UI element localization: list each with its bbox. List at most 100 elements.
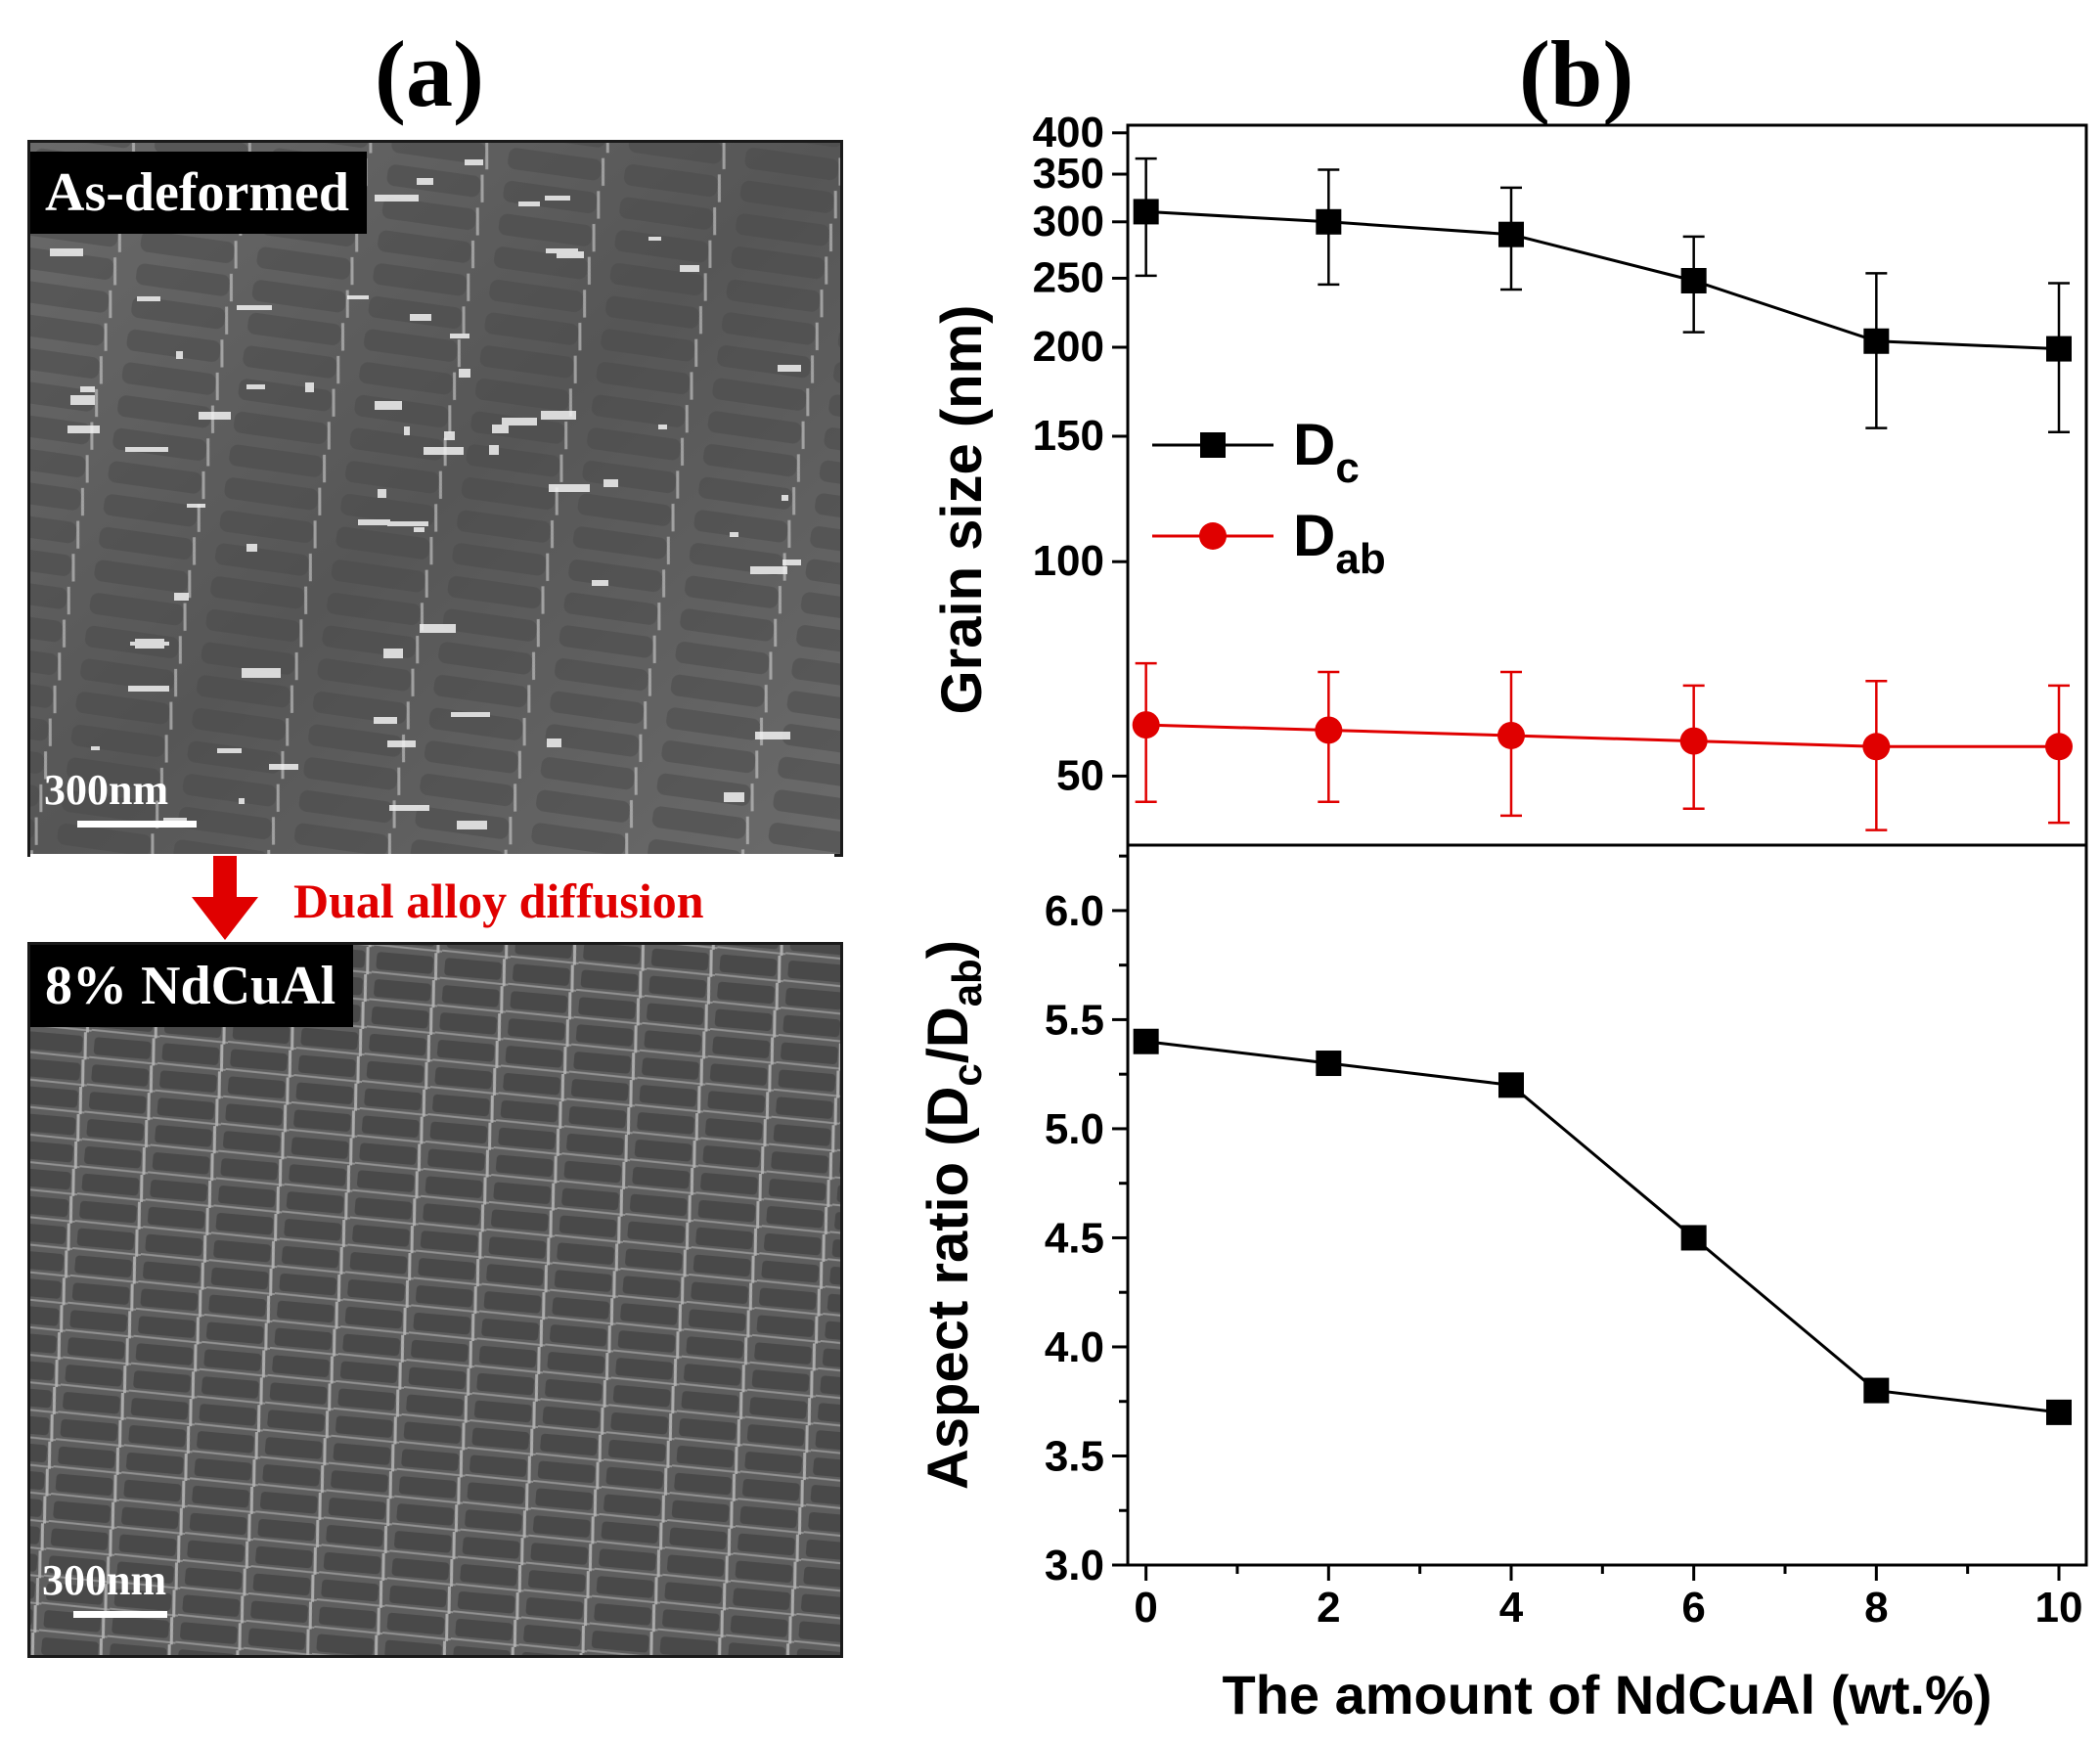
sem-texture-bottom xyxy=(30,945,840,1655)
legend-label-sub: c xyxy=(1335,444,1359,492)
x-tick-label: 8 xyxy=(1864,1584,1888,1632)
sem-speckle xyxy=(70,395,95,405)
legend-label-main: D xyxy=(1293,503,1335,568)
sem-speckle xyxy=(375,195,419,201)
y-tick-label-top: 100 xyxy=(1033,537,1104,585)
y-tick-label-top: 350 xyxy=(1033,150,1104,198)
sem-speckle xyxy=(450,334,469,338)
y-label-subscript: ab xyxy=(944,959,990,1007)
legend-marker-Dc xyxy=(1200,432,1226,458)
sem-speckle xyxy=(489,445,499,455)
down-arrow-icon xyxy=(192,856,258,940)
x-tick-label: 2 xyxy=(1317,1584,1340,1632)
series-line-Dc xyxy=(1145,209,2060,351)
plot-frame-bottom xyxy=(1126,843,2088,1567)
scale-bar-top xyxy=(77,821,197,828)
y-tick-label-top: 250 xyxy=(1033,253,1104,301)
sem-tag-as-deformed: As-deformed xyxy=(30,152,368,234)
sem-speckle xyxy=(80,386,95,392)
y-tick-label-bottom: 5.5 xyxy=(1045,996,1104,1044)
sem-speckle xyxy=(163,818,187,823)
x-tick-label: 6 xyxy=(1681,1584,1705,1632)
sem-speckle xyxy=(545,196,570,201)
sem-speckle xyxy=(782,495,788,501)
sem-speckle xyxy=(410,314,431,321)
x-tick-label: 4 xyxy=(1499,1584,1524,1632)
transition-text: Dual alloy diffusion xyxy=(293,873,704,928)
sem-speckle xyxy=(246,384,265,389)
sem-speckle xyxy=(546,248,578,253)
series-line-aspect-ratio xyxy=(1145,1040,2060,1414)
legend-label-Dab: Dab xyxy=(1293,503,1386,583)
sem-speckle xyxy=(50,248,83,256)
sem-speckle xyxy=(404,426,410,435)
sem-speckle xyxy=(358,519,390,525)
y-label-subscript: c xyxy=(944,1063,990,1086)
sem-speckle xyxy=(782,560,801,565)
sem-speckle xyxy=(502,418,537,425)
x-tick-label: 0 xyxy=(1134,1584,1157,1632)
y-label-part: /D xyxy=(916,1007,980,1063)
sem-speckle xyxy=(378,489,386,498)
sem-speckle xyxy=(730,532,738,537)
sem-speckle xyxy=(128,686,169,692)
point-aspect-ratio xyxy=(1133,1028,1159,1054)
sem-speckle xyxy=(680,265,699,272)
sem-speckle xyxy=(603,479,618,487)
sem-speckle xyxy=(417,178,433,185)
sem-speckle xyxy=(387,521,428,526)
y-tick-label-top: 200 xyxy=(1033,323,1104,371)
sem-speckle xyxy=(492,425,509,433)
panel-label-a: (a) xyxy=(375,22,484,126)
sem-speckle xyxy=(557,251,584,258)
sem-speckle xyxy=(592,580,608,586)
sem-speckle xyxy=(389,805,429,811)
sem-speckle xyxy=(239,798,245,804)
x-tick-label: 10 xyxy=(2035,1584,2083,1632)
legend-label-sub: ab xyxy=(1335,535,1385,583)
sem-image-as-deformed: As-deformed 300nm xyxy=(27,140,843,857)
y-tick-label-top: 150 xyxy=(1033,412,1104,460)
point-aspect-ratio xyxy=(1316,1051,1342,1077)
point-Dab xyxy=(1679,727,1708,755)
legend-marker-Dab xyxy=(1199,522,1227,550)
y-tick-label-top: 300 xyxy=(1033,198,1104,246)
scale-label-bottom: 300nm xyxy=(42,1556,167,1604)
sem-speckle xyxy=(91,746,100,750)
point-Dc xyxy=(1133,199,1159,225)
y-tick-label-bottom: 6.0 xyxy=(1045,887,1104,935)
sem-speckle xyxy=(246,544,257,552)
sem-speckle xyxy=(135,639,164,649)
panel-label-b: (b) xyxy=(1519,22,1634,126)
point-Dab xyxy=(1497,721,1525,749)
legend-label-main: D xyxy=(1293,412,1335,477)
series-line-Dab xyxy=(1145,723,2059,748)
point-Dab xyxy=(2045,733,2073,761)
sem-speckle xyxy=(424,447,464,455)
sem-speckle xyxy=(176,351,183,359)
sem-speckle xyxy=(67,425,100,433)
sem-speckle xyxy=(125,447,168,452)
sem-speckle xyxy=(387,740,416,747)
sem-speckle xyxy=(137,296,160,301)
sem-speckle xyxy=(217,748,242,753)
sem-speckle xyxy=(541,411,576,420)
sem-speckle xyxy=(451,712,490,717)
y-label-part: ) xyxy=(916,940,980,959)
point-aspect-ratio xyxy=(1498,1072,1524,1098)
sem-speckle xyxy=(518,201,540,206)
sem-speckle xyxy=(465,159,483,165)
point-aspect-ratio xyxy=(1680,1225,1707,1251)
sem-speckle xyxy=(305,382,314,392)
sem-speckle xyxy=(724,792,744,802)
y-axis-label-bottom: Aspect ratio (Dc/Dab) xyxy=(916,940,990,1490)
x-axis-label: The amount of NdCuAl (wt.%) xyxy=(1222,1664,1991,1725)
legend-label-Dc: Dc xyxy=(1293,412,1360,492)
transition-band xyxy=(30,854,834,942)
sem-speckle xyxy=(414,527,424,532)
y-tick-label-bottom: 5.0 xyxy=(1045,1105,1104,1153)
sem-speckle xyxy=(457,821,487,829)
sem-speckle xyxy=(383,649,403,658)
point-Dc xyxy=(1498,221,1524,247)
